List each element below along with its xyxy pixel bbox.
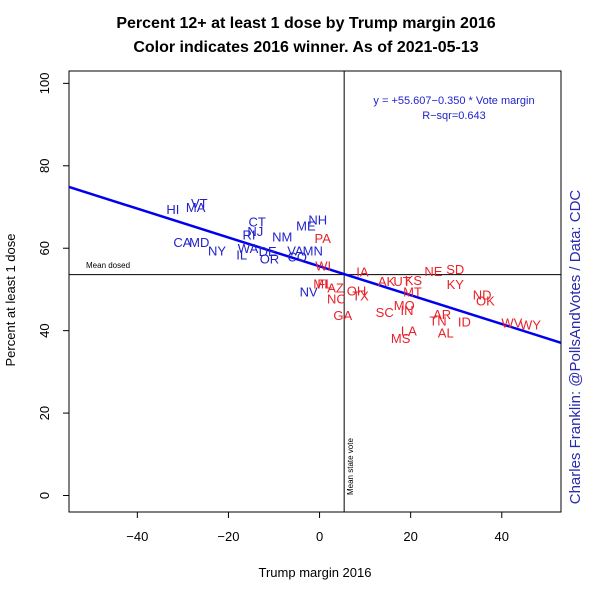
state-point-hi: HI [166, 202, 179, 217]
state-point-mo: MO [394, 298, 415, 313]
state-point-sc: SC [376, 305, 394, 320]
state-point-al: AL [438, 326, 454, 341]
state-point-de: DE [259, 244, 277, 259]
state-point-oh: OH [347, 283, 367, 298]
state-point-nh: NH [308, 212, 327, 227]
mean-state-vote-label: Mean state vote [346, 438, 355, 495]
state-point-wv: WV [501, 315, 522, 330]
state-point-ca: CA [173, 235, 191, 250]
state-point-ut: UT [393, 274, 410, 289]
state-point-id: ID [458, 315, 471, 330]
x-tick-label: −20 [217, 529, 239, 544]
x-axis-label: Trump margin 2016 [259, 565, 372, 580]
state-point-ok: OK [476, 294, 495, 309]
state-point-mi: MI [313, 276, 327, 291]
state-point-ct: CT [248, 214, 265, 229]
state-point-ga: GA [333, 308, 352, 323]
state-point-mn: MN [303, 243, 323, 258]
fit-line-group [68, 185, 562, 344]
y-tick-label: 80 [37, 159, 52, 173]
state-point-nd: ND [473, 287, 492, 302]
state-point-ks: KS [405, 273, 423, 288]
state-point-fl: FL [317, 276, 332, 291]
source-credit: Charles Franklin: @PollsAndVotes / Data:… [567, 190, 584, 505]
y-axis-label: Percent at least 1 dose [3, 234, 18, 367]
state-point-wi: WI [315, 259, 331, 274]
state-point-md: MD [189, 235, 209, 250]
mean-dosed-label: Mean dosed [86, 261, 130, 270]
y-tick-label: 60 [37, 241, 52, 255]
state-point-ar: AR [433, 307, 451, 322]
state-point-nv: NV [300, 285, 318, 300]
state-point-tn: TN [429, 313, 446, 328]
state-point-nm: NM [272, 230, 292, 245]
x-tick-label: 0 [316, 529, 323, 544]
state-point-va: VA [287, 243, 304, 258]
state-point-ny: NY [208, 243, 226, 258]
state-point-tx: TX [352, 289, 369, 304]
state-point-vt: VT [191, 196, 208, 211]
y-tick-label: 100 [37, 73, 52, 95]
state-point-sd: SD [446, 262, 464, 277]
state-point-ia: IA [356, 265, 369, 280]
chart-subtitle: Color indicates 2016 winner. As of 2021-… [133, 39, 478, 56]
state-point-nc: NC [327, 292, 346, 307]
state-point-il: IL [236, 247, 247, 262]
state-point-wa: WA [238, 241, 259, 256]
x-tick-label: 40 [495, 529, 509, 544]
state-point-ky: KY [447, 277, 465, 292]
fit-equation: y = +55.607−0.350 * Vote margin [373, 95, 534, 107]
fit-line [68, 185, 562, 344]
state-point-ma: MA [186, 200, 206, 215]
chart-title: Percent 12+ at least 1 dose by Trump mar… [116, 15, 495, 32]
state-point-la: LA [401, 324, 417, 339]
state-point-me: ME [296, 219, 316, 234]
state-point-nj: NJ [247, 224, 263, 239]
y-tick-label: 40 [37, 323, 52, 337]
state-point-mt: MT [403, 285, 422, 300]
state-point-or: OR [260, 252, 280, 267]
y-tick-label: 0 [37, 492, 52, 499]
state-point-co: CO [287, 249, 307, 264]
axis-ticks: −40 −20 0 20 40 0 20 40 60 80 100 [37, 73, 509, 544]
y-tick-label: 20 [37, 406, 52, 420]
state-point-az: AZ [327, 280, 344, 295]
reference-lines [69, 71, 561, 512]
state-point-ri: RI [242, 228, 255, 243]
state-point-ak: AK [378, 274, 396, 289]
plot-frame [68, 70, 562, 513]
x-tick-label: −40 [126, 529, 148, 544]
state-point-pa: PA [315, 231, 332, 246]
state-point-ms: MS [391, 331, 411, 346]
state-point-in: IN [401, 303, 414, 318]
state-point-wy: WY [520, 317, 541, 332]
x-tick-label: 20 [403, 529, 417, 544]
state-point-ne: NE [424, 264, 442, 279]
fit-r-squared: R−sqr=0.643 [422, 110, 486, 122]
